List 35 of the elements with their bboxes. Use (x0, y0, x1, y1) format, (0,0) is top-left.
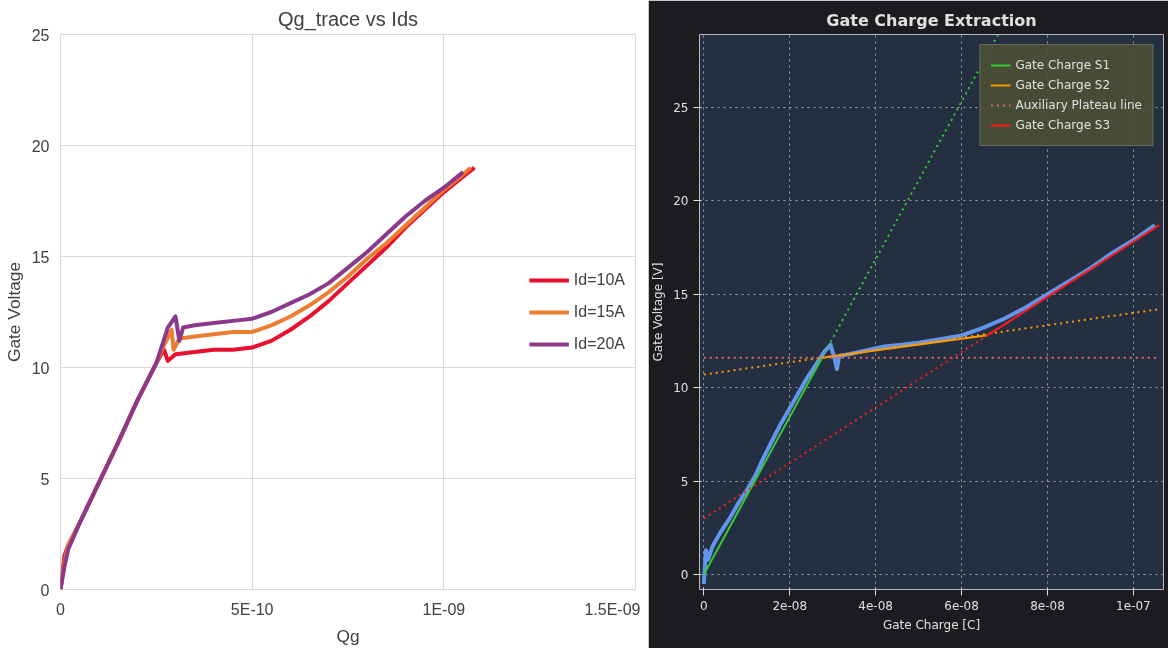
x-tick-label: 6e-08 (944, 598, 979, 613)
y-tick-label: 0 (40, 581, 50, 599)
y-axis-title: Gate Voltage [V] (651, 262, 666, 362)
y-tick-label: 10 (673, 381, 689, 396)
y-tick-label: 25 (673, 100, 689, 115)
legend-label: Id=15A (573, 302, 625, 321)
x-tick-label: 2e-08 (772, 598, 808, 613)
y-tick-label: 5 (40, 470, 50, 488)
y-tick-label: 15 (673, 287, 689, 302)
y-tick-label: 20 (31, 137, 50, 155)
x-tick-label: 4e-08 (858, 598, 893, 613)
legend-label: Gate Charge S2 (1015, 78, 1111, 92)
y-tick-label: 20 (673, 194, 689, 209)
x-axis-title: Gate Charge [C] (882, 617, 981, 632)
x-tick-label: 1e-07 (1116, 598, 1151, 613)
x-axis-title: Qg (336, 625, 360, 646)
legend-label: Auxiliary Plateau line (1015, 98, 1142, 112)
x-tick-label: 5E-10 (230, 600, 274, 618)
legend-label: Gate Charge S1 (1015, 58, 1111, 72)
y-tick-label: 0 (680, 568, 689, 583)
x-tick-label: 1E-09 (422, 600, 466, 618)
y-axis-title: Gate Voltage (3, 261, 24, 363)
legend-label: Id=20A (573, 334, 625, 353)
x-tick-label: 8e-08 (1030, 598, 1065, 613)
chart-title: Qg_trace vs Ids (277, 7, 419, 31)
y-tick-label: 15 (31, 248, 50, 266)
x-tick-label: 0 (56, 600, 66, 618)
y-tick-label: 10 (31, 359, 50, 377)
chart-title: Gate Charge Extraction (826, 10, 1037, 30)
x-tick-label: 1.5E-09 (584, 600, 641, 618)
y-tick-label: 5 (680, 474, 689, 489)
legend-label: Gate Charge S3 (1015, 118, 1111, 132)
y-tick-label: 25 (31, 26, 50, 44)
x-tick-label: 0 (699, 598, 708, 613)
legend-label: Id=10A (573, 270, 625, 289)
